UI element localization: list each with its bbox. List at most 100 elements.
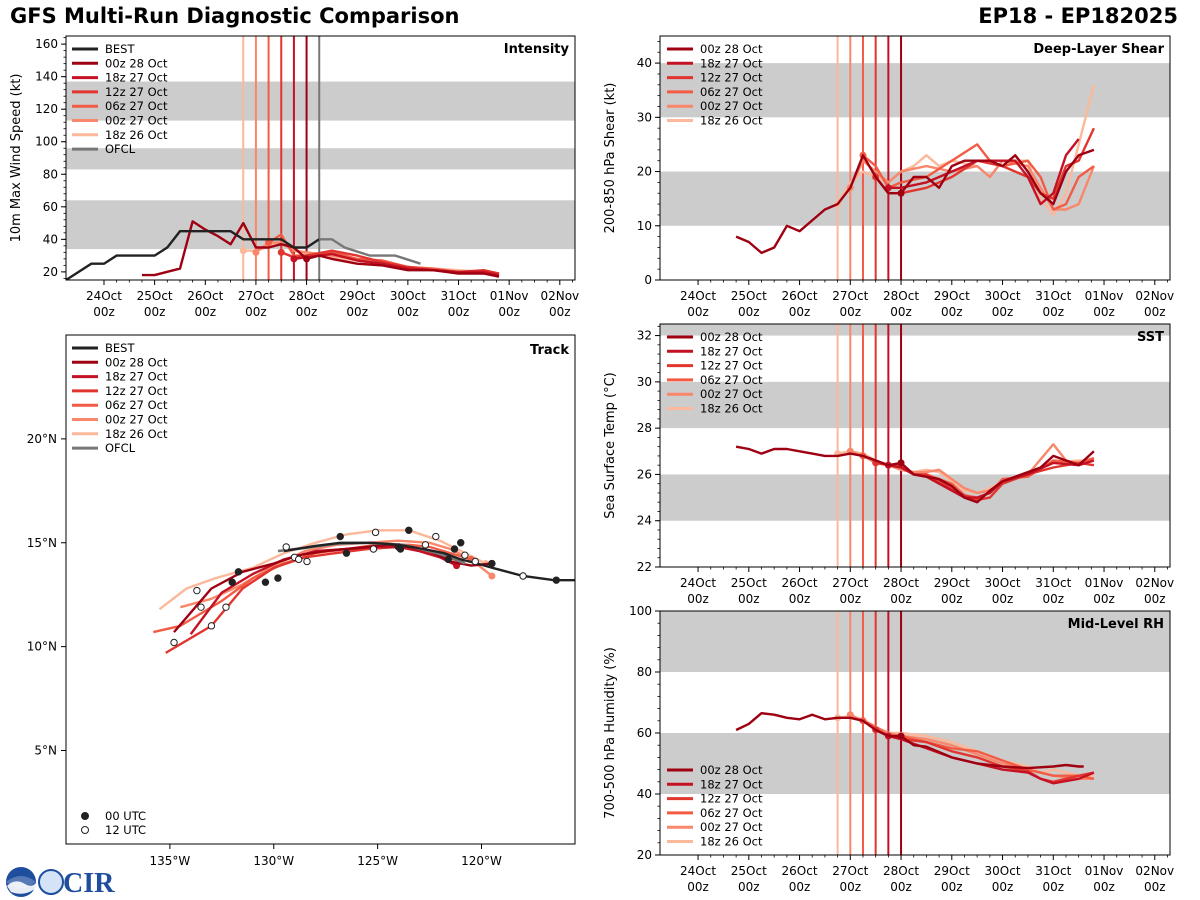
track-legend-label: 00z 28 Oct [105,355,168,369]
intensity-ofcl-line [319,238,421,265]
rh-legend-label: 18z 27 Oct [700,777,763,791]
sst-x-tick-day: 26Oct [782,576,818,590]
intensity-x-tick-day: 27Oct [238,289,274,303]
sst-frame [659,323,1171,568]
rh-x-tick-day: 02Nov [1135,864,1174,878]
intensity-x-tick-day: 02Nov [540,289,579,303]
sst-series-line [735,445,1095,504]
track-frame [65,334,576,845]
shear-y-tick-label: 40 [637,56,652,70]
intensity-init-point [252,248,260,256]
track-marker-12utc [519,572,527,580]
sst-legend-label: 12z 27 Oct [700,359,763,373]
track-title: Track [530,343,569,358]
rh-y-tick-label: 100 [629,604,652,618]
sst-y-tick-label: 32 [637,329,652,343]
intensity-legend-label: 00z 28 Oct [105,56,168,70]
track-marker-00utc [342,549,351,557]
shear-legend-label: 18z 27 Oct [700,56,763,70]
intensity-x-tick-day: 01Nov [490,289,529,303]
track-marker-12utc [193,586,201,595]
storm-id: EP18 - EP182025 [978,4,1178,28]
sst-legend-label: 06z 27 Oct [700,373,763,387]
track-legend-label: BEST [105,341,135,355]
shear-title: Deep-Layer Shear [1033,42,1164,57]
track-marker-00utc [457,539,465,547]
sst-x-tick-hour: 00z [687,592,709,606]
intensity-series-line [142,220,500,278]
sst-legend-label: 18z 27 Oct [700,344,763,358]
track-marker-12utc [432,532,440,541]
svg-text:CIRA: CIRA [63,868,115,898]
rh-legend-label: 00z 27 Oct [700,820,763,834]
sst-y-label: Sea Surface Temp (°C) [603,372,618,519]
sst-x-tick-day: 24Oct [680,576,716,590]
track-y-tick-label: 10°N [27,640,57,654]
track-marker-legend-label: 12 UTC [105,823,146,837]
sst-x-tick-hour: 00z [992,592,1014,606]
shear-x-tick-hour: 00z [789,305,811,319]
shear-x-tick-hour: 00z [890,305,912,319]
rh-y-tick-label: 60 [637,726,652,740]
shear-x-tick-hour: 00z [992,305,1014,319]
intensity-band [66,81,575,121]
rh-x-tick-hour: 00z [1042,880,1064,894]
shear-x-tick-day: 27Oct [832,289,868,303]
shear-x-tick-day: 31Oct [1035,289,1071,303]
track-marker-00utc [444,555,452,564]
intensity-legend-label: 12z 27 Oct [105,85,168,99]
intensity-frame [65,35,576,281]
rh-x-tick-hour: 00z [941,880,963,894]
intensity-band [66,200,575,250]
intensity-x-tick-hour: 00z [245,305,267,319]
track-marker-12utc [303,557,311,566]
intensity-legend-label: 00z 27 Oct [105,114,168,128]
rh-chart: 20 40 60 80 100 24Oct 00z 25Oct 00z 26Oct 00z 27Oct… [603,604,1174,894]
sst-band [660,474,1170,521]
rh-x-tick-hour: 00z [687,880,709,894]
sst-x-tick-day: 29Oct [934,576,970,590]
shear-legend-label: 06z 27 Oct [700,85,763,99]
track-marker-00utc [405,526,413,534]
page-title: GFS Multi-Run Diagnostic Comparison [10,4,460,28]
sst-y-tick-label: 22 [637,560,652,574]
intensity-init-point [277,248,285,256]
intensity-best-line [66,230,320,280]
track-y-tick-label: 5°N [34,744,57,758]
rh-init-point [897,732,905,740]
cira-logo: CIRA [6,867,115,898]
sst-y-tick-label: 24 [637,514,652,528]
shear-x-tick-hour: 00z [840,305,862,319]
intensity-x-tick-hour: 00z [448,305,470,319]
rh-x-tick-day: 30Oct [985,864,1021,878]
shear-legend-label: 00z 27 Oct [700,99,763,113]
track-legend-label: 18z 26 Oct [105,427,168,441]
track-marker-00utc [552,576,561,584]
intensity-x-tick-day: 29Oct [339,289,375,303]
shear-y-tick-label: 10 [637,219,652,233]
intensity-y-tick-label: 80 [43,167,58,181]
shear-band [660,63,1170,118]
sst-chart: 22 24 26 28 30 32 24Oct 00z 25Oct 00z 26Oct 00z 27Oc… [603,323,1174,606]
shear-x-tick-hour: 00z [1093,305,1115,319]
sst-band [660,381,1170,429]
rh-init-point [846,711,854,719]
track-marker-legend-12utc [81,826,89,834]
intensity-y-tick-label: 140 [35,70,58,84]
intensity-y-tick-label: 40 [43,232,58,246]
track-marker-12utc [369,545,378,553]
track-chart: 135°W 130°W 125°W 120°W 5°N 10°N 15°N 20°N Track… [27,334,576,868]
track-legend-label: 06z 27 Oct [105,398,168,412]
intensity-legend-label: BEST [105,42,135,56]
shear-y-label: 200-850 hPa Shear (kt) [603,83,618,234]
intensity-y-tick-label: 60 [43,200,58,214]
rh-y-tick-label: 40 [637,787,652,801]
intensity-chart: 20 40 60 80 100 120 140 160 24Oct 00z 25Oct 00z 26Oc… [9,35,579,319]
sst-x-tick-day: 30Oct [985,576,1021,590]
sst-x-tick-hour: 00z [941,592,963,606]
shear-y-tick-label: 20 [637,165,652,179]
shear-y-tick-label: 0 [644,273,652,287]
track-marker-00utc [261,578,270,586]
intensity-x-tick-hour: 00z [296,305,318,319]
